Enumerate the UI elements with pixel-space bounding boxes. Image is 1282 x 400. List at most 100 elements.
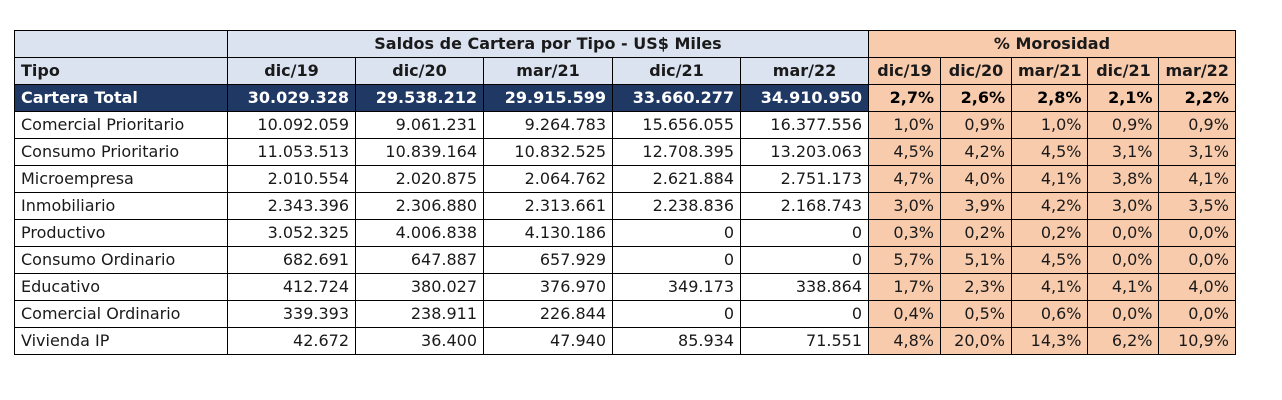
- saldo-cell: 0: [612, 300, 741, 328]
- moro-cell: 1,0%: [1010, 111, 1089, 139]
- saldo-cell: 2.020.875: [355, 165, 484, 193]
- row-label: Comercial Prioritario: [14, 111, 228, 139]
- table-row: Vivienda IP 42.672 36.400 47.940 85.934 71.55…: [14, 327, 1236, 355]
- moro-cell: 0,9%: [1087, 111, 1160, 139]
- moro-period-header: mar/21: [1010, 57, 1089, 85]
- moro-cell: 4,0%: [1158, 273, 1236, 301]
- moro-cell: 0,0%: [1158, 300, 1236, 328]
- saldo-cell: 12.708.395: [612, 138, 741, 166]
- saldo-cell: 339.393: [227, 300, 356, 328]
- total-moro-cell: 2,7%: [868, 84, 941, 112]
- moro-cell: 4,1%: [1010, 273, 1089, 301]
- total-saldo-cell: 29.538.212: [355, 84, 484, 112]
- saldo-period-header: dic/20: [355, 57, 484, 85]
- table-row: Comercial Ordinario 339.393 238.911 226.844…: [14, 300, 1236, 328]
- saldo-cell: 338.864: [740, 273, 869, 301]
- saldo-cell: 2.064.762: [483, 165, 613, 193]
- saldo-cell: 13.203.063: [740, 138, 869, 166]
- moro-cell: 0,2%: [1010, 219, 1089, 247]
- moro-cell: 3,8%: [1087, 165, 1160, 193]
- row-label: Educativo: [14, 273, 228, 301]
- saldo-cell: 0: [612, 219, 741, 247]
- moro-cell: 0,4%: [868, 300, 941, 328]
- moro-cell: 20,0%: [940, 327, 1012, 355]
- saldo-period-header: dic/21: [612, 57, 741, 85]
- saldo-cell: 380.027: [355, 273, 484, 301]
- table-row: Consumo Prioritario 11.053.513 10.839.164 1…: [14, 138, 1236, 166]
- saldo-cell: 349.173: [612, 273, 741, 301]
- tipo-header: Tipo: [14, 57, 228, 85]
- moro-cell: 5,1%: [940, 246, 1012, 274]
- saldo-cell: 238.911: [355, 300, 484, 328]
- saldo-cell: 647.887: [355, 246, 484, 274]
- saldo-cell: 10.092.059: [227, 111, 356, 139]
- saldo-cell: 9.061.231: [355, 111, 484, 139]
- saldo-cell: 9.264.783: [483, 111, 613, 139]
- saldo-cell: 85.934: [612, 327, 741, 355]
- row-label: Consumo Prioritario: [14, 138, 228, 166]
- saldo-cell: 657.929: [483, 246, 613, 274]
- cartera-table: Saldos de Cartera por Tipo - US$ Miles %…: [14, 30, 1236, 355]
- saldo-cell: 0: [612, 246, 741, 274]
- saldo-cell: 71.551: [740, 327, 869, 355]
- moro-cell: 0,3%: [868, 219, 941, 247]
- moro-cell: 3,0%: [868, 192, 941, 220]
- moro-cell: 10,9%: [1158, 327, 1236, 355]
- saldo-cell: 42.672: [227, 327, 356, 355]
- saldo-cell: 2.168.743: [740, 192, 869, 220]
- row-label: Inmobiliario: [14, 192, 228, 220]
- group-header-row: Saldos de Cartera por Tipo - US$ Miles %…: [14, 30, 1236, 58]
- moro-cell: 0,5%: [940, 300, 1012, 328]
- moro-cell: 0,0%: [1087, 219, 1160, 247]
- total-saldo-cell: 29.915.599: [483, 84, 613, 112]
- saldo-cell: 4.006.838: [355, 219, 484, 247]
- saldo-cell: 2.621.884: [612, 165, 741, 193]
- saldo-cell: 10.839.164: [355, 138, 484, 166]
- moro-cell: 0,9%: [940, 111, 1012, 139]
- saldo-cell: 0: [740, 300, 869, 328]
- saldo-cell: 2.238.836: [612, 192, 741, 220]
- row-label: Comercial Ordinario: [14, 300, 228, 328]
- table-row: Productivo 3.052.325 4.006.838 4.130.186 0 0 0…: [14, 219, 1236, 247]
- moro-cell: 2,3%: [940, 273, 1012, 301]
- total-moro-cell: 2,6%: [940, 84, 1012, 112]
- moro-cell: 5,7%: [868, 246, 941, 274]
- moro-cell: 3,0%: [1087, 192, 1160, 220]
- moro-cell: 4,5%: [1010, 138, 1089, 166]
- saldo-cell: 2.313.661: [483, 192, 613, 220]
- saldo-cell: 47.940: [483, 327, 613, 355]
- saldo-cell: 2.306.880: [355, 192, 484, 220]
- moro-cell: 4,1%: [1158, 165, 1236, 193]
- saldo-cell: 376.970: [483, 273, 613, 301]
- moro-cell: 0,9%: [1158, 111, 1236, 139]
- saldo-cell: 11.053.513: [227, 138, 356, 166]
- row-label: Consumo Ordinario: [14, 246, 228, 274]
- moro-cell: 6,2%: [1087, 327, 1160, 355]
- moro-cell: 0,0%: [1087, 300, 1160, 328]
- moro-cell: 4,2%: [940, 138, 1012, 166]
- moro-cell: 0,2%: [940, 219, 1012, 247]
- table-row: Educativo 412.724 380.027 376.970 349.173 338…: [14, 273, 1236, 301]
- moro-period-header: dic/21: [1087, 57, 1160, 85]
- saldo-cell: 15.656.055: [612, 111, 741, 139]
- total-saldo-cell: 34.910.950: [740, 84, 869, 112]
- saldo-cell: 226.844: [483, 300, 613, 328]
- saldo-cell: 3.052.325: [227, 219, 356, 247]
- saldo-cell: 2.343.396: [227, 192, 356, 220]
- moro-cell: 4,1%: [1087, 273, 1160, 301]
- saldo-period-header: mar/21: [483, 57, 613, 85]
- saldo-cell: 10.832.525: [483, 138, 613, 166]
- saldos-group-title: Saldos de Cartera por Tipo - US$ Miles: [227, 30, 869, 58]
- moro-cell: 4,0%: [940, 165, 1012, 193]
- moro-cell: 14,3%: [1010, 327, 1089, 355]
- moro-cell: 0,6%: [1010, 300, 1089, 328]
- moro-cell: 3,1%: [1087, 138, 1160, 166]
- moro-cell: 4,8%: [868, 327, 941, 355]
- corner-cell: [14, 30, 228, 58]
- table-row: Comercial Prioritario 10.092.059 9.061.231…: [14, 111, 1236, 139]
- moro-cell: 0,0%: [1158, 246, 1236, 274]
- row-label: Productivo: [14, 219, 228, 247]
- moro-cell: 3,9%: [940, 192, 1012, 220]
- moro-cell: 4,2%: [1010, 192, 1089, 220]
- moro-cell: 1,0%: [868, 111, 941, 139]
